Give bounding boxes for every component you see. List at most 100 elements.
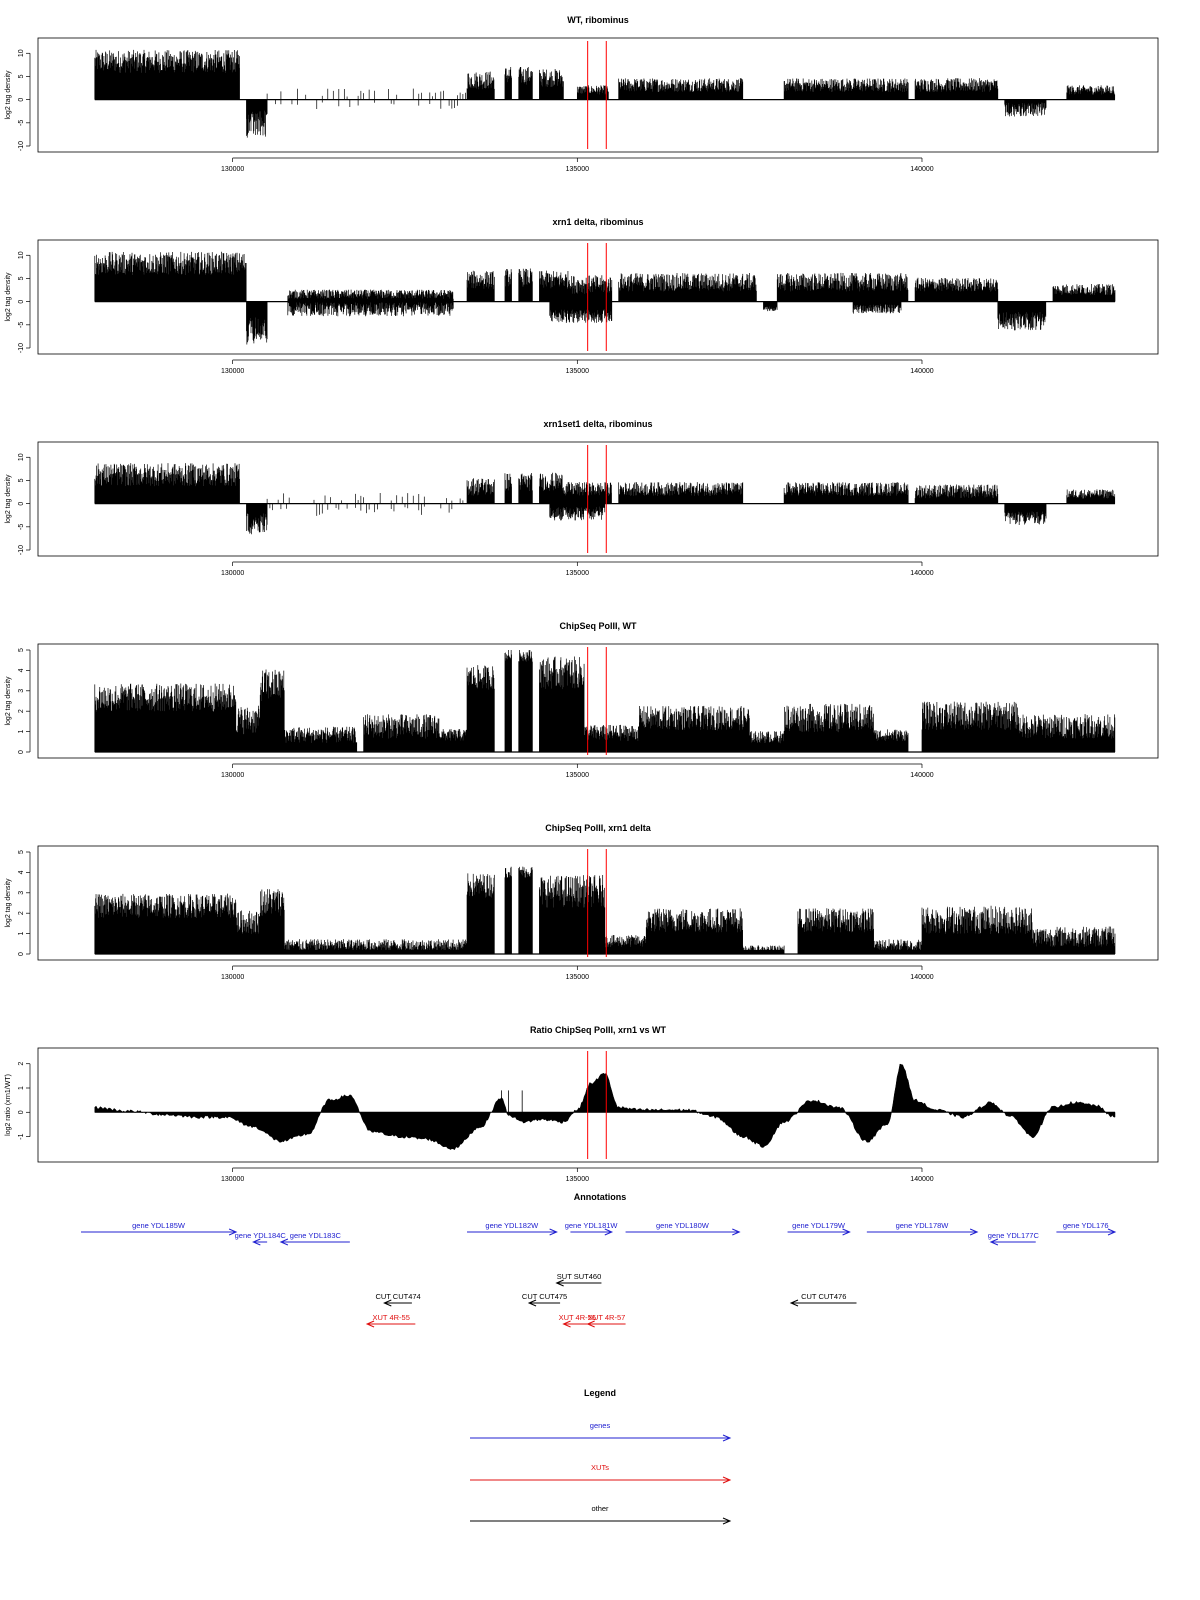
arrowhead-left-icon — [989, 1238, 999, 1246]
feature-label: XUT 4R-56 — [559, 1313, 596, 1322]
y-tick-label: 1 — [18, 932, 25, 936]
annotation-feature: gene YDL183C — [279, 1231, 350, 1246]
x-tick-label: 135000 — [566, 772, 589, 779]
x-tick-label: 130000 — [221, 1176, 244, 1183]
arrowhead-right-icon — [722, 1434, 732, 1442]
annotation-feature: gene YDL179W — [787, 1221, 851, 1236]
y-tick-label: 2 — [18, 1062, 25, 1066]
y-tick-label: 10 — [18, 251, 25, 259]
arrowhead-right-icon — [549, 1228, 558, 1236]
y-tick-label: -10 — [18, 545, 25, 555]
density-bars-positive — [94, 463, 1116, 504]
plot-frame — [37, 845, 1159, 961]
annotation-feature: gene YDL184C — [235, 1231, 287, 1246]
chart-panel-2: xrn1set1 delta, ribominus -10 -5 0 5 10 log2 t… — [5, 419, 1159, 577]
density-bars-negative — [246, 301, 1047, 345]
arrowhead-left-icon — [383, 1299, 392, 1307]
y-axis-label: log2 ratio (xrn1/WT) — [5, 1074, 12, 1136]
x-tick-label: 130000 — [221, 974, 244, 981]
legend-item-genes: genes — [470, 1421, 732, 1442]
annotations-title: Annotations — [574, 1192, 627, 1202]
arrowhead-right-icon — [604, 1228, 614, 1236]
y-tick-label: 3 — [18, 891, 25, 895]
density-bars-positive — [94, 866, 1116, 954]
y-tick-label: 1 — [18, 1086, 25, 1090]
x-tick-label: 130000 — [221, 772, 244, 779]
arrowhead-left-icon — [586, 1320, 595, 1328]
x-tick-label: 140000 — [910, 772, 933, 779]
density-bars-negative — [246, 99, 1047, 138]
arrowhead-right-icon — [722, 1476, 732, 1484]
x-tick-label: 135000 — [566, 1176, 589, 1183]
arrowhead-right-icon — [842, 1228, 851, 1236]
chart-panel-0: WT, ribominus -10 -5 0 5 10 log2 tag density 13… — [5, 15, 1159, 173]
x-tick-label: 135000 — [566, 570, 589, 577]
feature-label: XUT 4R-57 — [588, 1313, 625, 1322]
legend-title: Legend — [584, 1388, 616, 1398]
plot-frame — [37, 37, 1159, 153]
annotation-feature: CUT CUT476 — [789, 1292, 857, 1307]
y-tick-label: -10 — [18, 141, 25, 151]
density-bars-negative — [246, 503, 1047, 535]
x-tick-label: 135000 — [566, 166, 589, 173]
y-tick-label: 5 — [18, 648, 25, 652]
feature-label: gene YDL179W — [792, 1221, 846, 1230]
x-tick-label: 130000 — [221, 166, 244, 173]
y-tick-label: 10 — [18, 453, 25, 461]
feature-label: CUT CUT475 — [522, 1292, 567, 1301]
feature-label: gene YDL182W — [485, 1221, 539, 1230]
density-bars-positive — [94, 49, 1116, 100]
feature-label: CUT CUT474 — [375, 1292, 420, 1301]
arrowhead-right-icon — [732, 1228, 741, 1236]
arrowhead-left-icon — [562, 1320, 571, 1328]
x-tick-label: 130000 — [221, 570, 244, 577]
y-tick-label: 5 — [18, 276, 25, 280]
y-tick-label: 4 — [18, 870, 25, 874]
y-tick-label: 1 — [18, 730, 25, 734]
chart-panel-3: ChipSeq PolII, WT 0 1 2 3 4 5 log2 tag density 1… — [5, 621, 1159, 779]
x-tick-label: 135000 — [566, 368, 589, 375]
feature-label: gene YDL185W — [132, 1221, 186, 1230]
feature-label: gene YDL184C — [235, 1231, 287, 1240]
feature-label: gene YDL177C — [988, 1231, 1040, 1240]
annotation-feature: gene YDL180W — [625, 1221, 741, 1236]
arrowhead-right-icon — [969, 1228, 979, 1236]
density-bars-positive — [94, 251, 1116, 302]
chart-title: ChipSeq PolII, WT — [560, 621, 637, 631]
feature-label: gene YDL178W — [896, 1221, 950, 1230]
y-tick-label: 0 — [18, 952, 25, 956]
x-tick-label: 140000 — [910, 1176, 933, 1183]
legend-item-label: genes — [590, 1421, 611, 1430]
annotation-feature: gene YDL181W — [565, 1221, 618, 1236]
arrowhead-left-icon — [555, 1279, 564, 1287]
y-axis-label: log2 tag density — [5, 676, 12, 726]
arrowhead-right-icon — [722, 1517, 732, 1525]
y-tick-label: 0 — [18, 750, 25, 754]
x-tick-label: 135000 — [566, 974, 589, 981]
legend-item-label: XUTs — [591, 1463, 609, 1472]
annotation-feature: gene YDL185W — [81, 1221, 238, 1236]
arrowhead-left-icon — [365, 1320, 375, 1328]
chart-title: WT, ribominus — [567, 15, 629, 25]
arrowhead-left-icon — [527, 1299, 537, 1307]
arrowhead-right-icon — [228, 1228, 238, 1236]
y-tick-label: 0 — [18, 300, 25, 304]
y-tick-label: 2 — [18, 709, 25, 713]
chart-panel-1: xrn1 delta, ribominus -10 -5 0 5 10 log2 tag d… — [5, 217, 1159, 375]
arrowhead-left-icon — [789, 1299, 799, 1307]
y-tick-label: 0 — [18, 502, 25, 506]
plot-frame — [37, 441, 1159, 557]
annotation-feature: gene YDL176 — [1056, 1221, 1117, 1236]
y-tick-label: -5 — [18, 120, 25, 126]
y-tick-label: 2 — [18, 911, 25, 915]
annotation-feature: gene YDL177C — [988, 1231, 1040, 1246]
y-axis-label: log2 tag density — [5, 70, 12, 120]
arrowhead-right-icon — [1107, 1228, 1117, 1236]
feature-label: gene YDL176 — [1063, 1221, 1109, 1230]
feature-label: gene YDL183C — [290, 1231, 342, 1240]
x-tick-label: 140000 — [910, 570, 933, 577]
y-axis-label: log2 tag density — [5, 272, 12, 322]
annotation-feature: gene YDL182W — [467, 1221, 558, 1236]
